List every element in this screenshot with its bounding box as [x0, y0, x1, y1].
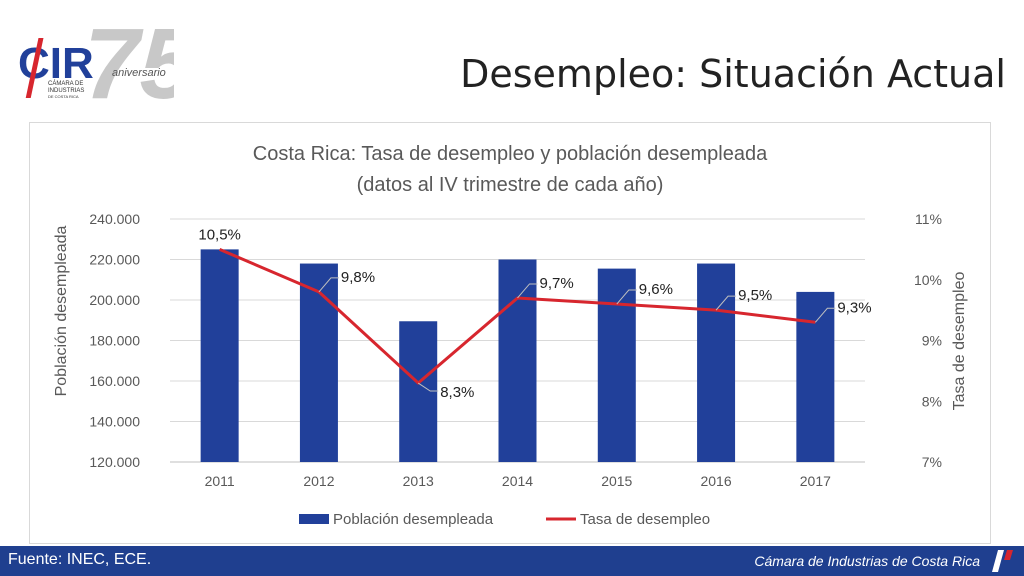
data-label-leader	[318, 277, 339, 293]
axes: 120.000 140.000 160.000 180.000 200.000 220.0…	[89, 211, 942, 489]
slide-title: Desempleo: Situación Actual	[460, 52, 1006, 96]
data-label-leader	[417, 382, 439, 392]
bar	[299, 263, 338, 462]
x-tick-label: 2016	[700, 473, 731, 489]
footer-logo-mark-icon	[992, 550, 1013, 572]
combo-chart: Costa Rica: Tasa de desempleo y població…	[53, 143, 968, 528]
data-label: 10,5%	[198, 226, 241, 243]
logo-tagline: aniversario	[112, 67, 166, 79]
y-axis-label-left: Población desempleada	[53, 226, 70, 397]
x-tick-label: 2012	[303, 473, 334, 489]
logo-subtitle-2: INDUSTRIAS	[48, 88, 84, 94]
data-label-leader	[814, 307, 836, 323]
bar	[200, 249, 239, 462]
legend-label-bar: Población desempleada	[333, 511, 494, 528]
data-label: 9,5%	[738, 287, 772, 304]
data-labels: 10,5% 9,8% 8,3% 9,7% 9,6% 9,5% 9,3%	[198, 226, 871, 401]
bar	[697, 263, 736, 462]
y-tick-label-left: 120.000	[89, 454, 140, 470]
data-label-leader	[616, 289, 637, 305]
x-tick-label: 2013	[403, 473, 434, 489]
y-tick-label-left: 140.000	[89, 414, 140, 430]
data-label: 8,3%	[440, 384, 474, 401]
logo-75-number: 75	[84, 12, 174, 104]
footer-organization: Cámara de Industrias de Costa Rica	[754, 553, 980, 569]
data-label-leader	[715, 295, 737, 311]
y-tick-label-right: 10%	[914, 272, 942, 288]
camara-industrias-75-logo: 75 CIR aniversario CÁMARA DE INDUSTRIAS …	[18, 12, 174, 104]
footer-source: Fuente: INEC, ECE.	[8, 551, 152, 568]
y-tick-label-right: 7%	[922, 454, 942, 470]
logo-red-stripe	[25, 38, 44, 98]
y-tick-label-left: 220.000	[89, 252, 140, 268]
y-tick-label-left: 240.000	[89, 211, 140, 227]
y-tick-label-left: 200.000	[89, 292, 140, 308]
x-tick-label: 2014	[502, 473, 533, 489]
y-axis-label-right: Tasa de desempleo	[951, 272, 968, 411]
legend-swatch-bar	[299, 514, 329, 524]
data-label: 9,6%	[639, 281, 673, 298]
legend-label-line: Tasa de desempleo	[580, 511, 710, 528]
data-label-leader	[517, 283, 538, 299]
x-tick-label: 2015	[601, 473, 632, 489]
chart-title: Costa Rica: Tasa de desempleo y població…	[253, 143, 768, 165]
y-tick-label-right: 11%	[915, 211, 942, 227]
chart-legend: Población desempleada Tasa de desempleo	[299, 511, 710, 528]
bar	[597, 268, 636, 462]
chart-frame: Costa Rica: Tasa de desempleo y població…	[29, 122, 991, 544]
y-tick-label-left: 160.000	[89, 373, 140, 389]
x-tick-label: 2017	[800, 473, 831, 489]
footer-bar: Fuente: INEC, ECE. Cámara de Industrias …	[0, 546, 1024, 576]
bar	[498, 259, 537, 462]
logo-subtitle-1: CÁMARA DE	[48, 80, 83, 87]
data-label: 9,3%	[837, 299, 871, 316]
y-tick-label-right: 8%	[922, 393, 942, 409]
chart-subtitle: (datos al IV trimestre de cada año)	[357, 174, 664, 196]
bar	[796, 291, 835, 462]
data-label: 9,7%	[540, 275, 574, 292]
bar-series	[200, 249, 835, 462]
data-label: 9,8%	[341, 269, 375, 286]
x-tick-label: 2011	[205, 473, 235, 489]
bar	[399, 321, 438, 462]
y-tick-label-right: 9%	[922, 333, 942, 349]
logo-subtitle-3: DE COSTA RICA	[48, 94, 79, 99]
y-tick-label-left: 180.000	[89, 333, 140, 349]
